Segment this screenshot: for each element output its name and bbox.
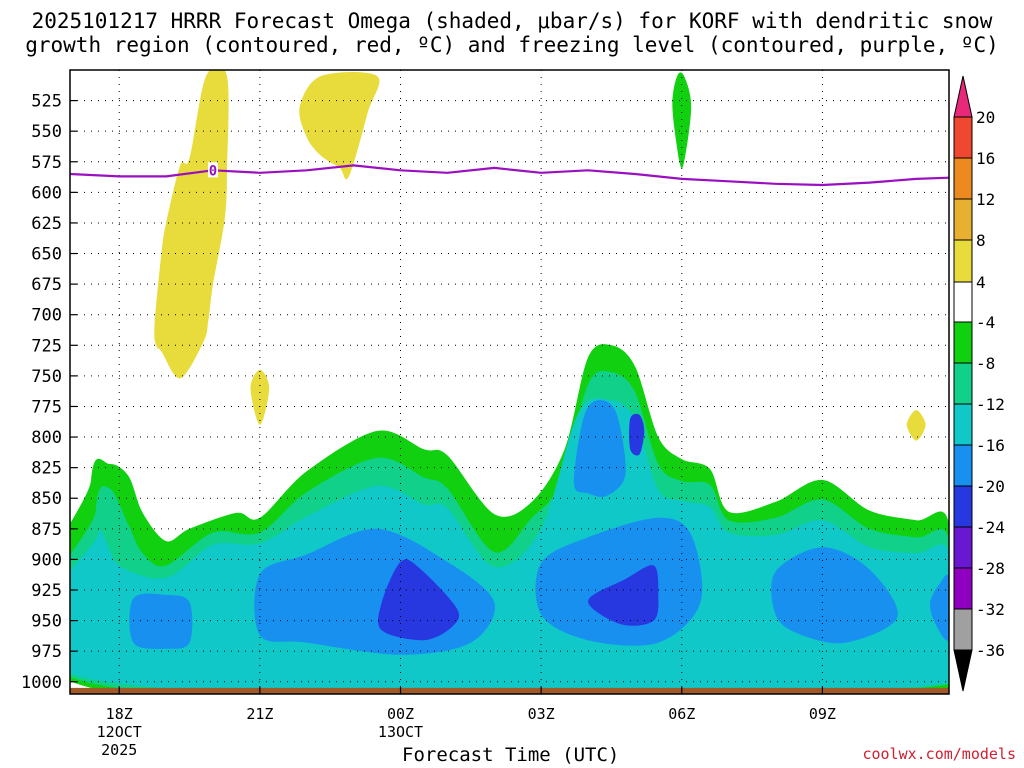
colorbar-label-20: 20 bbox=[976, 108, 995, 127]
omega-region-11 bbox=[629, 413, 645, 456]
ytick-label-975: 975 bbox=[31, 642, 62, 662]
x-axis-title: Forecast Time (UTC) bbox=[402, 744, 620, 766]
colorbar-label--20: -20 bbox=[976, 477, 1005, 496]
omega-region-15 bbox=[906, 410, 926, 441]
omega-region-9 bbox=[377, 559, 460, 641]
colorbar-seg-m36_m32 bbox=[953, 608, 973, 651]
omega-region-14 bbox=[250, 369, 270, 425]
ytick-label-825: 825 bbox=[31, 459, 62, 479]
ytick-label-675: 675 bbox=[31, 275, 62, 295]
omega-region-8 bbox=[930, 574, 949, 641]
colorbar-label--16: -16 bbox=[976, 436, 1005, 455]
chart-title-line1: 2025101217 HRRR Forecast Omega (shaded, … bbox=[31, 9, 993, 33]
colorbar-label-12: 12 bbox=[976, 190, 995, 209]
colorbar-seg-m12_m8 bbox=[953, 362, 973, 405]
ytick-label-700: 700 bbox=[31, 306, 62, 326]
ytick-label-625: 625 bbox=[31, 214, 62, 234]
freezing-level-label: 0 bbox=[209, 163, 217, 179]
ytick-label-1000: 1000 bbox=[21, 673, 62, 693]
ytick-label-575: 575 bbox=[31, 153, 62, 173]
xtick-label-06Z: 06Z bbox=[668, 705, 695, 723]
colorbar-bottom-arrow bbox=[953, 649, 973, 692]
colorbar-seg-p16_p20 bbox=[953, 116, 973, 159]
colorbar-label--12: -12 bbox=[976, 395, 1005, 414]
ytick-label-950: 950 bbox=[31, 612, 62, 632]
ytick-label-650: 650 bbox=[31, 245, 62, 265]
colorbar-top-arrow bbox=[953, 75, 973, 118]
colorbar-seg-m28_m24 bbox=[953, 526, 973, 569]
freezing-level-line bbox=[70, 164, 949, 187]
xtick-label-00Z: 00Z bbox=[387, 705, 414, 723]
ytick-label-525: 525 bbox=[31, 92, 62, 112]
xtick-label-03Z: 03Z bbox=[528, 705, 555, 723]
omega-region-13 bbox=[299, 72, 380, 180]
plot-frame bbox=[69, 69, 950, 695]
colorbar-label--36: -36 bbox=[976, 641, 1005, 660]
site-watermark: coolwx.com/models bbox=[862, 745, 1016, 763]
freezing-label-bg bbox=[207, 162, 218, 178]
ytick-label-925: 925 bbox=[31, 581, 62, 601]
colorbar-label--32: -32 bbox=[976, 600, 1005, 619]
colorbar-seg-m20_m16 bbox=[953, 444, 973, 487]
colorbar-seg-m8_m4 bbox=[953, 321, 973, 364]
colorbar-seg-m32_m28 bbox=[953, 567, 973, 610]
colorbar-label-4: 4 bbox=[976, 273, 986, 292]
ytick-label-725: 725 bbox=[31, 336, 62, 356]
colorbar-label-16: 16 bbox=[976, 149, 995, 168]
ytick-label-600: 600 bbox=[31, 183, 62, 203]
colorbar-seg-m24_m20 bbox=[953, 485, 973, 528]
ytick-label-800: 800 bbox=[31, 428, 62, 448]
colorbar-seg-p4_p8 bbox=[953, 239, 973, 283]
chart-title-line2: growth region (contoured, red, ºC) and f… bbox=[25, 33, 999, 57]
ytick-label-775: 775 bbox=[31, 397, 62, 417]
omega-region-16 bbox=[672, 72, 692, 169]
omega-region-12 bbox=[154, 70, 229, 379]
omega-region-3 bbox=[129, 593, 193, 649]
colorbar-seg-p8_p12 bbox=[953, 198, 973, 241]
xtick-label-18Z: 18Z bbox=[106, 705, 133, 723]
omega-region-7 bbox=[771, 547, 898, 644]
omega-region-10 bbox=[587, 565, 659, 626]
colorbar-label--28: -28 bbox=[976, 559, 1005, 578]
ytick-label-750: 750 bbox=[31, 367, 62, 387]
ytick-label-550: 550 bbox=[31, 122, 62, 142]
ground-layer bbox=[70, 687, 949, 694]
omega-region-6 bbox=[573, 400, 626, 498]
omega-region-5 bbox=[535, 517, 703, 646]
ytick-label-900: 900 bbox=[31, 550, 62, 570]
colorbar-label--24: -24 bbox=[976, 518, 1005, 537]
date-label-24-0: 13OCT bbox=[378, 723, 423, 741]
xtick-label-21Z: 21Z bbox=[246, 705, 273, 723]
colorbar-seg-p12_p16 bbox=[953, 157, 973, 200]
date-label-18-1: 2025 bbox=[101, 741, 137, 759]
colorbar-label--8: -8 bbox=[976, 354, 995, 373]
ytick-label-850: 850 bbox=[31, 489, 62, 509]
colorbar-label-8: 8 bbox=[976, 231, 986, 250]
colorbar-seg-m16_m12 bbox=[953, 403, 973, 446]
ytick-label-875: 875 bbox=[31, 520, 62, 540]
date-label-18-0: 12OCT bbox=[97, 723, 142, 741]
colorbar-label--4: -4 bbox=[976, 313, 995, 332]
colorbar-seg-m4_p4 bbox=[953, 281, 973, 323]
xtick-label-09Z: 09Z bbox=[809, 705, 836, 723]
